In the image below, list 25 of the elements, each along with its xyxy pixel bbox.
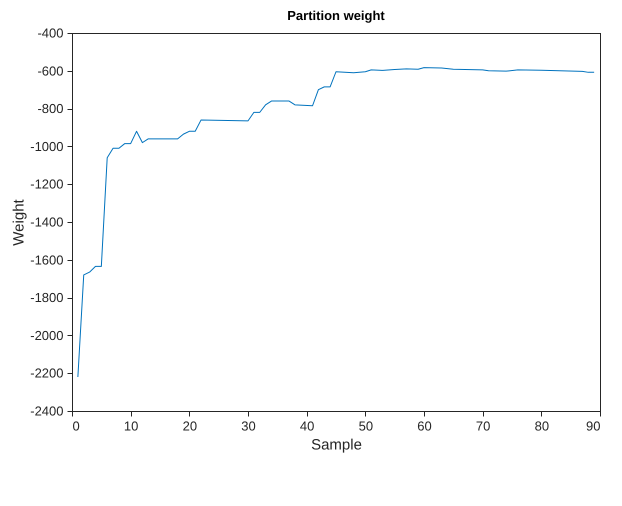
chart-title: Partition weight — [287, 8, 386, 23]
y-tick-label: -800 — [37, 101, 64, 116]
x-tick-label: 10 — [124, 418, 138, 434]
x-tick-label: 70 — [476, 418, 490, 434]
y-tick-label: -1000 — [30, 138, 64, 154]
x-tick-label: 0 — [72, 418, 80, 434]
y-tick-label: -1200 — [30, 176, 64, 192]
y-tick-label: -2000 — [30, 328, 64, 343]
y-tick-label: -2400 — [30, 404, 64, 418]
x-tick-label: 50 — [358, 418, 374, 434]
x-tick-label: 90 — [586, 418, 600, 434]
y-tick-label: -1400 — [30, 214, 64, 230]
x-tick-label: 40 — [300, 418, 314, 434]
x-tick-label: 80 — [534, 418, 550, 434]
x-tick-label: 30 — [241, 418, 256, 434]
x-tick-label: 60 — [417, 418, 432, 434]
y-tick-label: -2200 — [30, 366, 64, 381]
x-tick-label: 20 — [182, 418, 198, 434]
y-tick-label: -400 — [37, 26, 64, 40]
y-tick-label: -1600 — [30, 252, 64, 268]
y-tick-label: -600 — [37, 63, 64, 78]
line-series — [77, 67, 595, 378]
y-tick-label: -1800 — [30, 290, 64, 306]
x-axis-title: Sample — [311, 436, 362, 454]
y-axis-title: Weight — [10, 198, 28, 246]
